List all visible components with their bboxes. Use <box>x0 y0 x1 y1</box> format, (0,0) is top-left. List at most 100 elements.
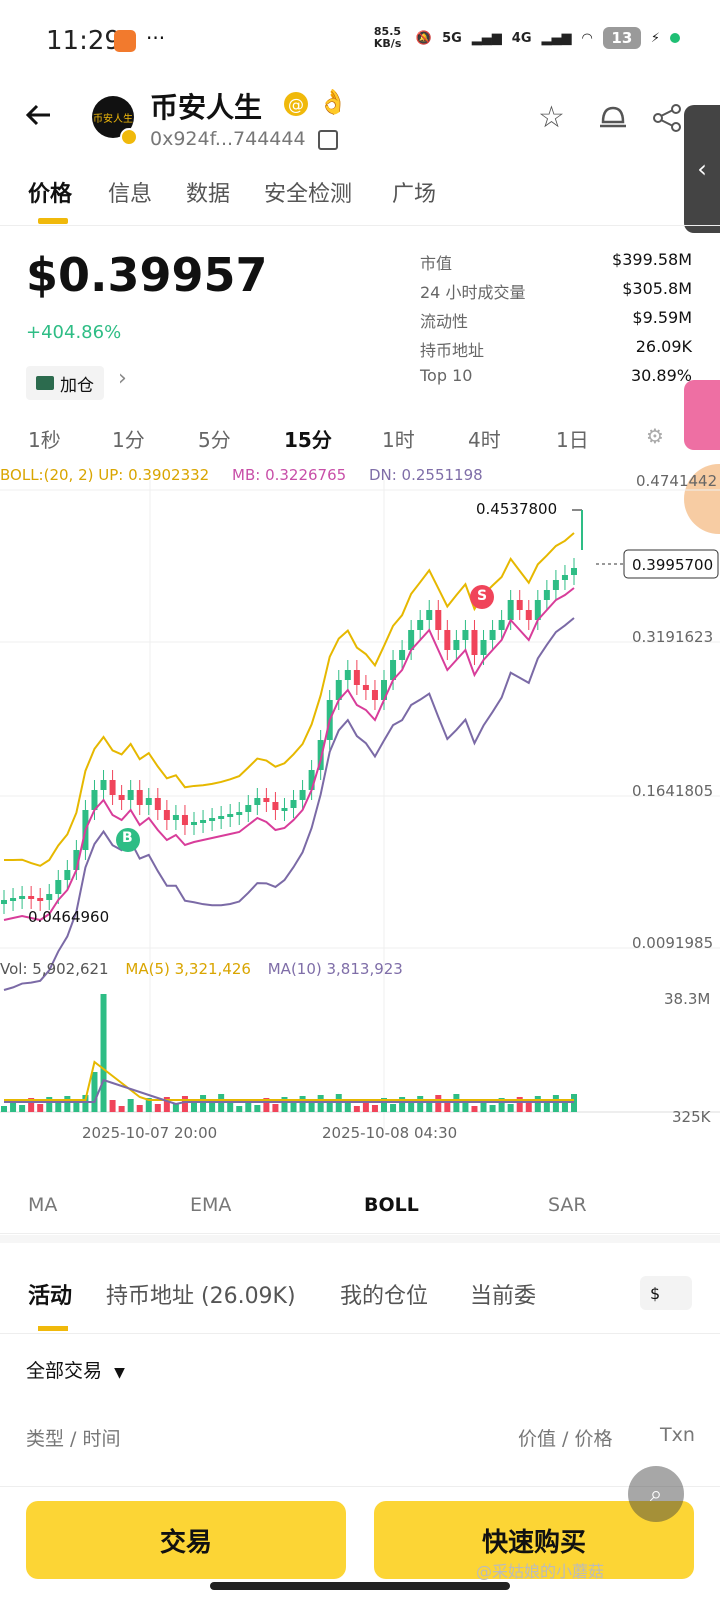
candle <box>507 600 514 620</box>
tab-data[interactable]: 数据 <box>186 182 231 207</box>
volume-bar <box>390 1104 397 1112</box>
candle <box>236 812 243 815</box>
candle <box>290 800 297 808</box>
volume-bar <box>543 1102 550 1112</box>
tab-activity[interactable]: 活动 <box>28 1284 73 1309</box>
candle <box>308 770 315 790</box>
back-button[interactable] <box>24 100 54 138</box>
indicator-ma[interactable]: MA <box>28 1194 58 1216</box>
net-speed: 85.5 KB/s <box>373 25 402 50</box>
candle <box>571 568 577 575</box>
chart-settings-icon[interactable]: ⚙ <box>646 424 664 448</box>
timeframe-1h[interactable]: 1时 <box>382 428 415 452</box>
candle <box>462 630 469 640</box>
alert-bell-icon[interactable] <box>596 100 630 130</box>
indicator-ema[interactable]: EMA <box>190 1194 232 1216</box>
trade-filter-dropdown[interactable]: 全部交易 ▼ <box>26 1356 125 1383</box>
timeframe-5m[interactable]: 5分 <box>198 428 231 452</box>
floating-widget-pink[interactable] <box>684 380 720 450</box>
volume-bar <box>399 1097 406 1112</box>
candle <box>263 798 270 802</box>
candle <box>408 630 415 650</box>
volume-bar <box>1 1106 7 1112</box>
stat-label: 24 小时成交量 <box>420 283 526 302</box>
token-name: 币安人生 <box>150 91 263 124</box>
candle <box>362 685 369 690</box>
volume-bar <box>281 1097 288 1112</box>
candle <box>118 795 125 800</box>
chevron-right-icon[interactable]: › <box>118 366 127 391</box>
volume-bar <box>100 994 107 1112</box>
volume-bar <box>236 1106 243 1112</box>
indicator-boll[interactable]: BOLL <box>364 1194 419 1216</box>
ma5-value: MA(5) 3,321,426 <box>125 960 251 978</box>
bottom-action-bar: 交易 快速购买 <box>0 1486 720 1600</box>
candle <box>399 650 406 660</box>
tab-holders[interactable]: 持币地址 (26.09K) <box>106 1284 296 1309</box>
volume-bar <box>489 1105 496 1112</box>
y-tick-bottom: 0.0091985 <box>632 934 714 952</box>
tab-square[interactable]: 广场 <box>392 182 437 207</box>
candle <box>218 816 225 819</box>
candle <box>272 802 279 810</box>
stat-value: $305.8M <box>622 279 692 298</box>
stat-row: 市值 $399.58M <box>420 250 692 279</box>
signal-4g: 4G <box>511 30 532 46</box>
tab-info[interactable]: 信息 <box>108 182 153 207</box>
tab-my-positions[interactable]: 我的仓位 <box>340 1284 429 1309</box>
quick-buy-button[interactable]: 快速购买 <box>374 1501 694 1579</box>
verified-icon: @ <box>284 92 308 116</box>
share-icon[interactable] <box>652 104 682 132</box>
buy-marker-label: B <box>122 830 133 846</box>
tab-security[interactable]: 安全检测 <box>264 182 353 207</box>
candle <box>534 600 541 620</box>
timeframe-1s[interactable]: 1秒 <box>28 428 61 452</box>
volume-bar <box>200 1095 207 1112</box>
side-panel-handle[interactable]: ‹ <box>684 105 720 233</box>
tab-price[interactable]: 价格 <box>28 182 73 207</box>
add-position-button[interactable]: 加仓 <box>26 366 104 400</box>
tab-open-orders[interactable]: 当前委 <box>470 1284 537 1309</box>
current-price-box <box>623 549 719 579</box>
candle <box>390 660 397 680</box>
boll-label: BOLL:(20, 2) <box>0 466 94 484</box>
candle <box>353 670 360 685</box>
price-chart[interactable] <box>0 480 720 1140</box>
candle <box>172 815 179 820</box>
volume-bar <box>426 1102 433 1112</box>
stat-value: $9.59M <box>632 308 692 327</box>
boll-lower-line <box>3 617 575 991</box>
boll-middle-line <box>3 587 575 922</box>
star-icon[interactable]: ☆ <box>538 100 565 135</box>
low-price-label: 0.0464960 <box>28 908 110 926</box>
candle <box>227 814 234 817</box>
timeframe-1m[interactable]: 1分 <box>112 428 145 452</box>
volume-bar <box>353 1106 360 1112</box>
candle <box>154 798 161 810</box>
mute-icon: 🔕 <box>415 30 433 46</box>
app-notification-icon <box>114 30 136 52</box>
volume-bar <box>263 1098 270 1112</box>
home-indicator[interactable] <box>210 1582 510 1590</box>
volume-bar <box>462 1100 469 1112</box>
indicator-sar[interactable]: SAR <box>548 1194 587 1216</box>
stat-label: Top 10 <box>420 366 473 385</box>
candle <box>10 898 17 901</box>
x-tick-2: 2025-10-08 04:30 <box>322 1124 458 1142</box>
volume-bars <box>1 994 577 1112</box>
candle <box>552 580 559 590</box>
timeframe-1d[interactable]: 1日 <box>556 428 589 452</box>
volume-bar <box>55 1103 62 1112</box>
currency-toggle[interactable]: $ <box>640 1276 692 1310</box>
timeframe-4h[interactable]: 4时 <box>468 428 501 452</box>
volume-bar <box>362 1099 369 1112</box>
timeframe-15m[interactable]: 15分 <box>284 428 332 452</box>
high-price-label: 0.4537800 <box>476 500 558 518</box>
copy-icon[interactable] <box>318 130 338 150</box>
candle <box>245 805 252 812</box>
scan-icon[interactable]: ⌕ <box>628 1466 684 1522</box>
candle <box>381 680 387 700</box>
more-notifications-icon: ··· <box>146 26 166 50</box>
trade-button[interactable]: 交易 <box>26 1501 346 1579</box>
candle <box>254 798 261 805</box>
